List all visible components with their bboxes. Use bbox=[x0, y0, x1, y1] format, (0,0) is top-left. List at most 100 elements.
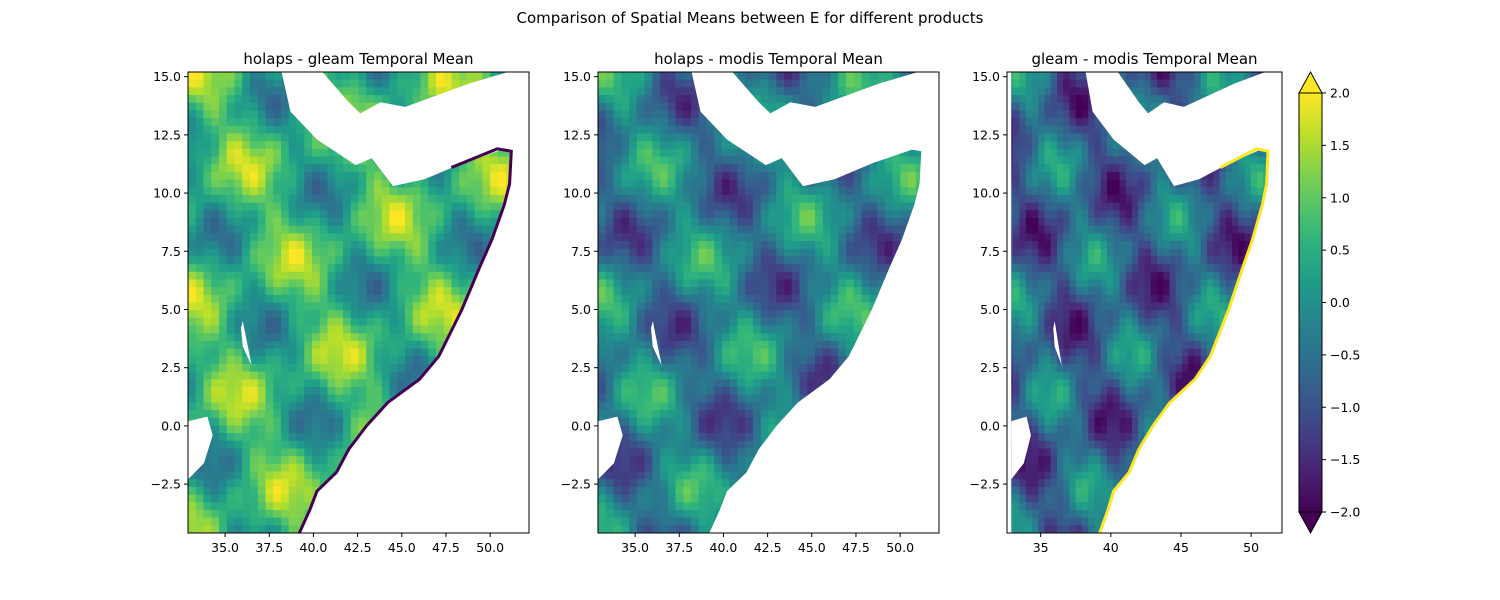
heatmap-cell bbox=[698, 371, 708, 380]
heatmap-cell bbox=[265, 187, 274, 196]
heatmap-cell bbox=[675, 279, 684, 288]
heatmap-cell bbox=[366, 433, 375, 442]
heatmap-cell bbox=[265, 294, 274, 304]
heatmap-cell bbox=[799, 271, 808, 281]
heatmap-cell bbox=[791, 463, 801, 473]
heatmap-cell bbox=[799, 225, 808, 234]
heatmap-cell bbox=[753, 233, 762, 242]
heatmap-cell bbox=[613, 356, 622, 365]
heatmap-cell bbox=[459, 363, 468, 373]
heatmap-cell bbox=[629, 202, 638, 211]
heatmap-cell bbox=[722, 402, 731, 411]
heatmap-cell bbox=[482, 317, 491, 327]
heatmap-cell bbox=[683, 202, 692, 211]
heatmap-cell bbox=[660, 217, 669, 227]
heatmap-cell bbox=[644, 210, 653, 219]
heatmap-cell bbox=[822, 294, 832, 304]
heatmap-cell bbox=[211, 102, 220, 112]
heatmap-cell bbox=[257, 171, 267, 181]
heatmap-cell bbox=[420, 456, 429, 465]
heatmap-cell bbox=[924, 187, 932, 195]
heatmap-cell bbox=[343, 494, 352, 503]
heatmap-cell bbox=[776, 87, 785, 96]
heatmap-cell bbox=[892, 256, 901, 265]
heatmap-cell bbox=[412, 517, 422, 526]
heatmap-cell bbox=[908, 371, 917, 380]
heatmap-cell bbox=[636, 440, 646, 450]
heatmap-cell bbox=[660, 363, 669, 373]
heatmap-cell bbox=[853, 448, 863, 457]
heatmap-cell bbox=[381, 233, 391, 242]
heatmap-cell bbox=[698, 348, 708, 357]
heatmap-cell bbox=[335, 333, 344, 342]
heatmap-cell bbox=[776, 95, 785, 104]
heatmap-cell bbox=[219, 194, 228, 204]
heatmap-cell bbox=[467, 171, 476, 181]
heatmap-cell bbox=[644, 72, 653, 81]
heatmap-cell bbox=[807, 394, 816, 403]
heatmap-cell bbox=[776, 402, 785, 411]
heatmap-cell bbox=[234, 371, 243, 380]
heatmap-cell bbox=[931, 87, 939, 95]
heatmap-cell bbox=[257, 333, 267, 342]
heatmap-cell bbox=[234, 310, 243, 319]
heatmap-cell bbox=[667, 156, 677, 165]
heatmap-cell bbox=[869, 310, 878, 319]
heatmap-cell bbox=[861, 187, 870, 196]
heatmap-cell bbox=[691, 348, 700, 357]
heatmap-cell bbox=[319, 371, 329, 380]
heatmap-cell bbox=[675, 448, 684, 457]
heatmap-cell bbox=[443, 356, 453, 365]
heatmap-cell bbox=[195, 494, 205, 503]
heatmap-cell bbox=[474, 256, 484, 265]
heatmap-cell bbox=[737, 202, 746, 211]
heatmap-cell bbox=[474, 317, 484, 327]
heatmap-cell bbox=[629, 210, 638, 219]
heatmap-cell bbox=[621, 371, 630, 380]
heatmap-cell bbox=[428, 333, 437, 342]
heatmap-cell bbox=[505, 271, 512, 281]
heatmap-cell bbox=[830, 79, 839, 88]
heatmap-cell bbox=[420, 325, 429, 334]
heatmap-cell bbox=[915, 340, 922, 350]
heatmap-cell bbox=[420, 87, 429, 96]
heatmap-cell bbox=[784, 256, 793, 265]
heatmap-cell bbox=[521, 295, 529, 303]
heatmap-cell bbox=[443, 502, 453, 511]
heatmap-cell bbox=[667, 463, 677, 473]
heatmap-cell bbox=[505, 363, 512, 373]
heatmap-cell bbox=[846, 287, 855, 296]
heatmap-cell bbox=[915, 110, 922, 119]
heatmap-cell bbox=[737, 148, 746, 158]
heatmap-cell bbox=[265, 325, 274, 334]
heatmap-cell bbox=[482, 333, 491, 342]
heatmap-cell bbox=[613, 87, 622, 96]
heatmap-cell bbox=[807, 402, 816, 411]
heatmap-cell bbox=[226, 156, 236, 165]
heatmap-cell bbox=[714, 410, 723, 419]
heatmap-cell bbox=[745, 387, 754, 396]
heatmap-cell bbox=[760, 471, 770, 480]
heatmap-cell bbox=[505, 463, 512, 473]
heatmap-cell bbox=[312, 287, 321, 296]
heatmap-cell bbox=[675, 417, 684, 427]
heatmap-cell bbox=[629, 118, 638, 127]
heatmap-cell bbox=[219, 141, 228, 150]
heatmap-cell bbox=[722, 156, 731, 165]
heatmap-cell bbox=[381, 448, 391, 457]
heatmap-cell bbox=[822, 448, 832, 457]
heatmap-cell bbox=[474, 333, 484, 342]
heatmap-cell bbox=[521, 356, 529, 364]
heatmap-cell bbox=[304, 371, 313, 380]
heatmap-cell bbox=[877, 333, 886, 342]
heatmap-cell bbox=[234, 494, 243, 503]
heatmap-cell bbox=[822, 456, 832, 465]
heatmap-cell bbox=[234, 110, 243, 119]
heatmap-cell bbox=[853, 402, 863, 411]
heatmap-cell bbox=[621, 325, 630, 334]
heatmap-cell bbox=[374, 102, 383, 112]
heatmap-cell bbox=[257, 72, 267, 81]
heatmap-cell bbox=[900, 325, 909, 334]
heatmap-cell bbox=[405, 494, 414, 503]
